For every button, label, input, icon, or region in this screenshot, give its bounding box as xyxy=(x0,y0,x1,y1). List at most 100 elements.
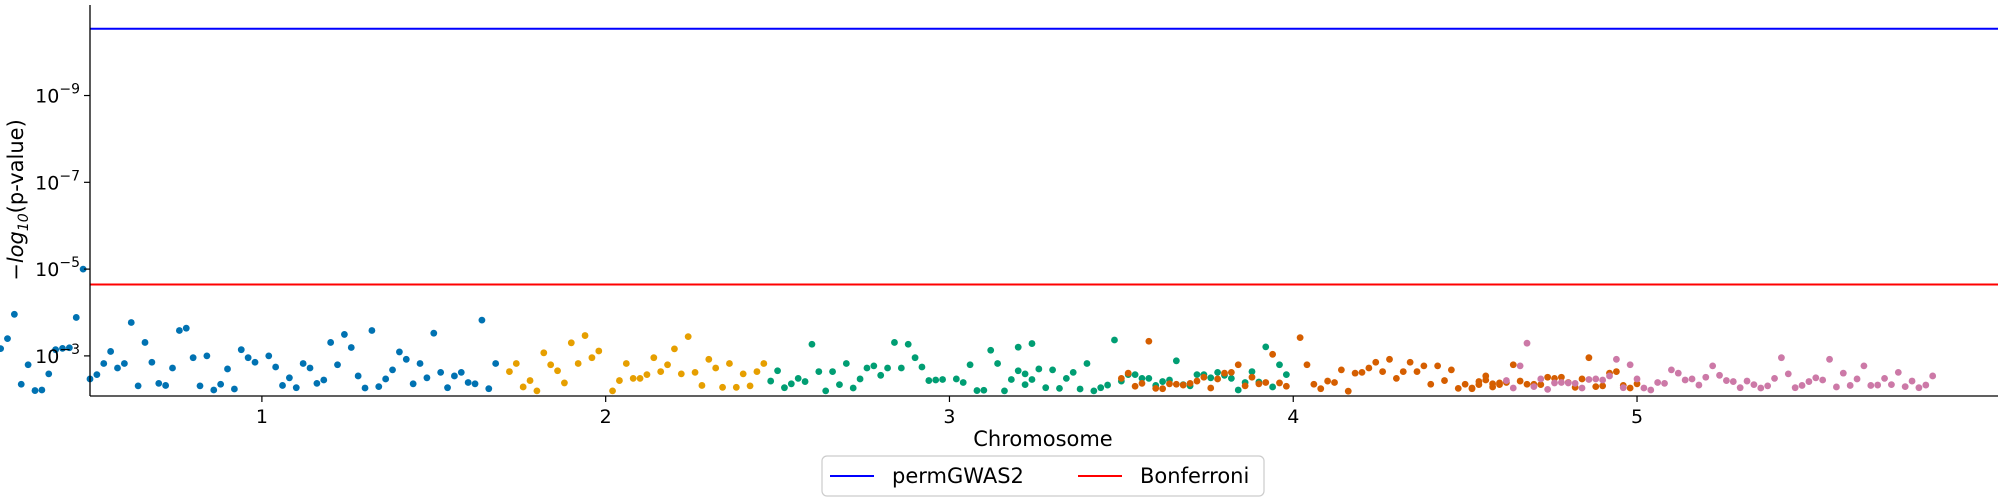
data-point xyxy=(1248,373,1256,381)
data-point xyxy=(1551,379,1558,387)
data-point xyxy=(1475,378,1483,385)
data-point xyxy=(1901,383,1909,390)
data-point xyxy=(1090,387,1098,395)
data-point xyxy=(657,368,665,375)
data-point xyxy=(1915,384,1923,392)
data-point xyxy=(939,376,946,383)
data-point xyxy=(1365,364,1373,372)
data-point xyxy=(1798,382,1806,389)
data-point xyxy=(1172,380,1180,388)
data-point xyxy=(93,371,101,379)
data-point xyxy=(1282,371,1290,379)
data-point xyxy=(1743,377,1751,385)
threshold-lines xyxy=(90,27,1998,286)
data-point xyxy=(952,375,960,383)
data-point xyxy=(1207,384,1215,392)
data-point xyxy=(1784,370,1792,378)
data-point xyxy=(1269,350,1277,358)
data-point xyxy=(574,360,582,367)
data-point xyxy=(1276,361,1283,369)
data-point xyxy=(561,379,568,387)
data-point xyxy=(1626,384,1634,392)
data-point xyxy=(299,360,307,367)
x-tick-label: 5 xyxy=(1631,406,1643,428)
x-axis-label: Chromosome xyxy=(973,427,1112,451)
data-point xyxy=(1152,384,1160,392)
data-point xyxy=(1750,381,1758,389)
data-point xyxy=(196,382,204,390)
data-point xyxy=(1310,380,1318,388)
legend: permGWAS2 Bonferroni xyxy=(821,455,1265,497)
y-tick-label: 10−9 xyxy=(35,82,80,108)
data-point xyxy=(1234,386,1242,394)
data-point xyxy=(1606,372,1613,380)
data-point xyxy=(1826,355,1833,363)
data-point xyxy=(1908,377,1916,385)
data-point xyxy=(753,368,761,375)
data-point xyxy=(1791,384,1799,392)
data-point xyxy=(31,387,39,394)
data-point xyxy=(1516,362,1524,370)
data-point xyxy=(567,339,575,347)
data-point xyxy=(1860,362,1868,370)
data-point xyxy=(306,364,314,372)
legend-box xyxy=(821,455,1265,497)
data-point xyxy=(17,380,25,388)
data-point xyxy=(4,335,11,343)
x-tick-label: 1 xyxy=(256,406,268,428)
data-point xyxy=(320,376,328,384)
data-point xyxy=(203,352,211,360)
data-point xyxy=(1028,340,1036,347)
data-point xyxy=(389,366,396,374)
data-point xyxy=(1227,374,1235,382)
data-point xyxy=(794,374,802,382)
data-point xyxy=(1042,384,1050,392)
data-point xyxy=(409,380,417,388)
data-point xyxy=(265,352,273,360)
data-point xyxy=(1386,355,1393,363)
data-point xyxy=(1262,343,1270,351)
data-point xyxy=(684,333,692,341)
data-point xyxy=(1399,368,1407,375)
data-point xyxy=(134,382,142,390)
data-point xyxy=(1867,382,1875,389)
data-point xyxy=(1159,385,1167,393)
data-point xyxy=(230,385,238,393)
data-point xyxy=(368,327,376,334)
data-point xyxy=(1668,366,1675,374)
data-point xyxy=(767,377,775,385)
data-point xyxy=(0,345,5,353)
data-point xyxy=(1633,375,1641,383)
data-point xyxy=(1613,368,1620,375)
data-point xyxy=(822,387,830,395)
data-point xyxy=(244,354,252,362)
data-point xyxy=(354,372,362,380)
data-point xyxy=(1544,373,1552,381)
data-point xyxy=(1413,368,1421,375)
data-point xyxy=(1379,368,1387,375)
data-point xyxy=(52,346,60,354)
data-point xyxy=(148,358,156,366)
data-point xyxy=(609,387,616,395)
data-point xyxy=(512,360,520,367)
y-tick-label: 10−7 xyxy=(35,168,80,194)
data-point xyxy=(1138,374,1146,382)
data-point xyxy=(1138,379,1146,387)
data-point xyxy=(100,360,108,367)
data-point xyxy=(540,349,548,357)
data-point xyxy=(375,383,383,390)
data-point xyxy=(815,368,823,375)
data-point xyxy=(1688,375,1696,383)
data-point xyxy=(1062,374,1070,382)
data-point xyxy=(980,386,988,394)
data-point xyxy=(1296,334,1304,342)
data-point xyxy=(643,371,651,379)
data-point xyxy=(1331,379,1338,386)
data-point xyxy=(1853,375,1861,383)
data-point xyxy=(526,377,534,384)
data-point xyxy=(588,354,596,362)
data-point xyxy=(210,386,218,394)
data-point xyxy=(45,370,53,378)
data-point xyxy=(622,360,630,367)
